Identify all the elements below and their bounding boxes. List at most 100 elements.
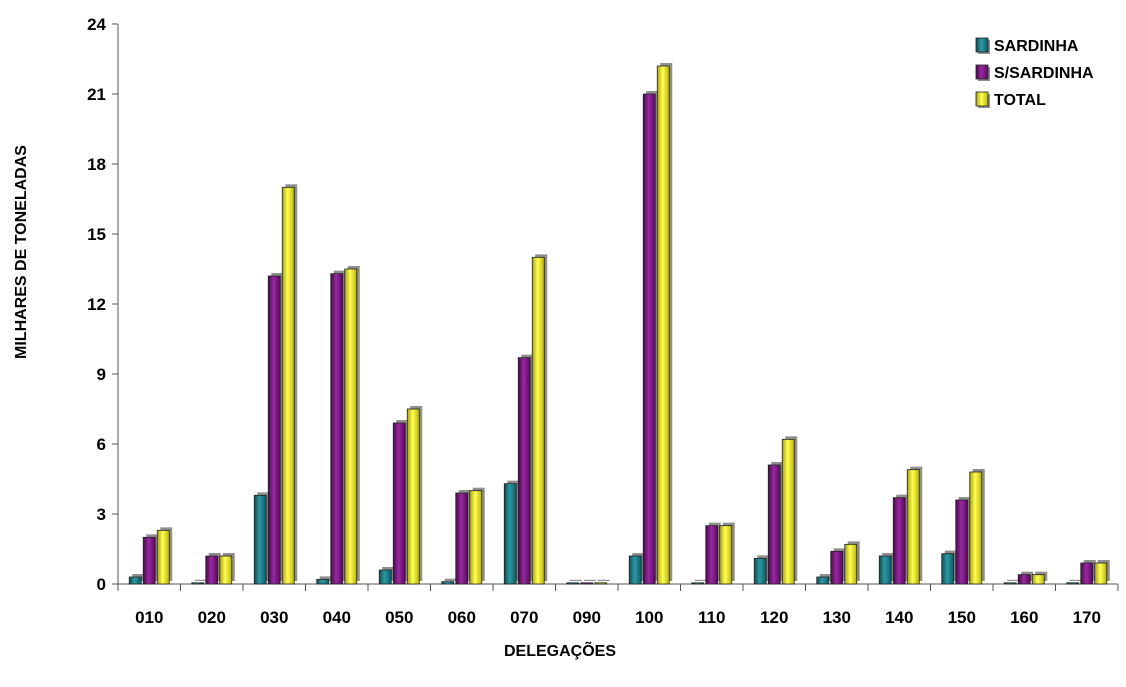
bar [878,555,892,585]
bar [330,273,344,585]
bar-s-sardinha-010 [142,534,159,585]
bar [1094,562,1108,585]
bar [844,543,858,585]
bar-total-030 [281,184,298,585]
bar-total-110 [719,522,735,585]
x-category-label: 040 [323,608,351,627]
y-tick-label: 9 [97,365,106,384]
bar-shadow [569,579,582,581]
y-tick-label: 15 [87,225,106,244]
y-tick-label: 3 [97,505,106,524]
y-axis-title: MILHARES DE TONELADAS [13,145,30,359]
y-tick-label: 12 [87,295,106,314]
bar [705,525,719,585]
bar-total-090 [594,579,610,585]
bar-shadow [597,579,610,581]
bar-sardinha-090 [566,579,582,585]
bar-sardinha-040 [316,576,332,585]
bar-sardinha-160 [1003,579,1020,585]
bar-s-sardinha-040 [330,270,346,585]
y-tick-label: 6 [97,435,106,454]
bar [469,490,483,585]
bar-sardinha-130 [816,574,832,585]
bar [128,576,142,585]
bar-sardinha-100 [628,553,645,585]
y-tick-label: 24 [87,15,106,34]
x-axis: 010 020 030 040 050 060 070 090 100 110 120 130 140 1… [117,583,1119,627]
bar-sardinha-020 [191,579,207,585]
bar-total-100 [656,63,673,585]
bar-sardinha-070 [503,480,520,585]
bar [316,578,330,585]
legend-item-total: TOTAL [975,91,1046,109]
bar-sardinha-140 [878,553,895,585]
bar [781,438,795,585]
bar-s-sardinha-120 [767,462,784,585]
bar [392,422,406,585]
bar-s-sardinha-170 [1080,560,1096,585]
legend-label: SARDINHA [994,38,1079,55]
bar [1017,574,1031,585]
bar [441,581,455,585]
y-tick-label: 18 [87,155,106,174]
bar-s-sardinha-030 [267,273,284,585]
bar [142,536,156,585]
bars [128,63,1110,585]
bar-s-sardinha-150 [955,497,971,585]
bar-sardinha-030 [253,492,270,585]
bar [906,469,920,585]
bar [656,65,670,585]
bar-s-sardinha-050 [392,420,409,585]
y-tick-label: 0 [97,575,106,594]
bar-s-sardinha-110 [705,522,721,585]
legend-swatch [975,64,989,80]
bar [517,357,531,585]
bar-s-sardinha-090 [580,579,596,585]
x-category-label: 050 [385,608,413,627]
bar-total-160 [1031,571,1048,585]
bar-sardinha-120 [753,555,770,585]
x-category-label: 020 [198,608,226,627]
y-tick-label: 21 [87,85,106,104]
bar-sardinha-170 [1066,579,1082,585]
bar [767,464,781,585]
bar-s-sardinha-070 [517,354,534,585]
legend-swatch [975,91,989,107]
x-category-label: 030 [260,608,288,627]
bar [753,557,767,585]
bar [955,499,969,585]
y-axis: 0 3 6 9 12 15 18 21 24 [87,15,119,594]
legend-swatch [975,37,989,53]
bar-sardinha-110 [691,579,707,585]
bar-total-010 [156,527,173,585]
bar [628,555,642,585]
x-category-label: 130 [823,608,851,627]
bar-s-sardinha-130 [830,548,846,585]
x-category-label: 010 [135,608,163,627]
bar [941,553,955,585]
bar-shadow [444,578,457,581]
x-category-label: 110 [698,608,725,627]
bar [594,582,608,585]
bar-sardinha-050 [378,567,395,585]
bar-total-130 [844,541,860,585]
bar-total-120 [781,436,798,585]
x-axis-title: DELEGAÇÕES [504,640,616,660]
bar [1066,582,1080,585]
bar [219,555,233,585]
bar [191,582,205,585]
bar-shadow [694,579,707,581]
bar-s-sardinha-060 [455,490,471,585]
x-category-label: 140 [885,608,913,627]
bar [830,550,844,585]
bar [566,582,580,585]
bar-total-170 [1094,560,1110,585]
bar [406,408,420,585]
x-category-label: 150 [948,608,976,627]
bar [892,497,906,585]
x-category-label: 160 [1010,608,1038,627]
bar-shadow [1069,579,1082,581]
bar [253,494,267,585]
bar [691,582,705,585]
bar-total-020 [219,553,235,585]
